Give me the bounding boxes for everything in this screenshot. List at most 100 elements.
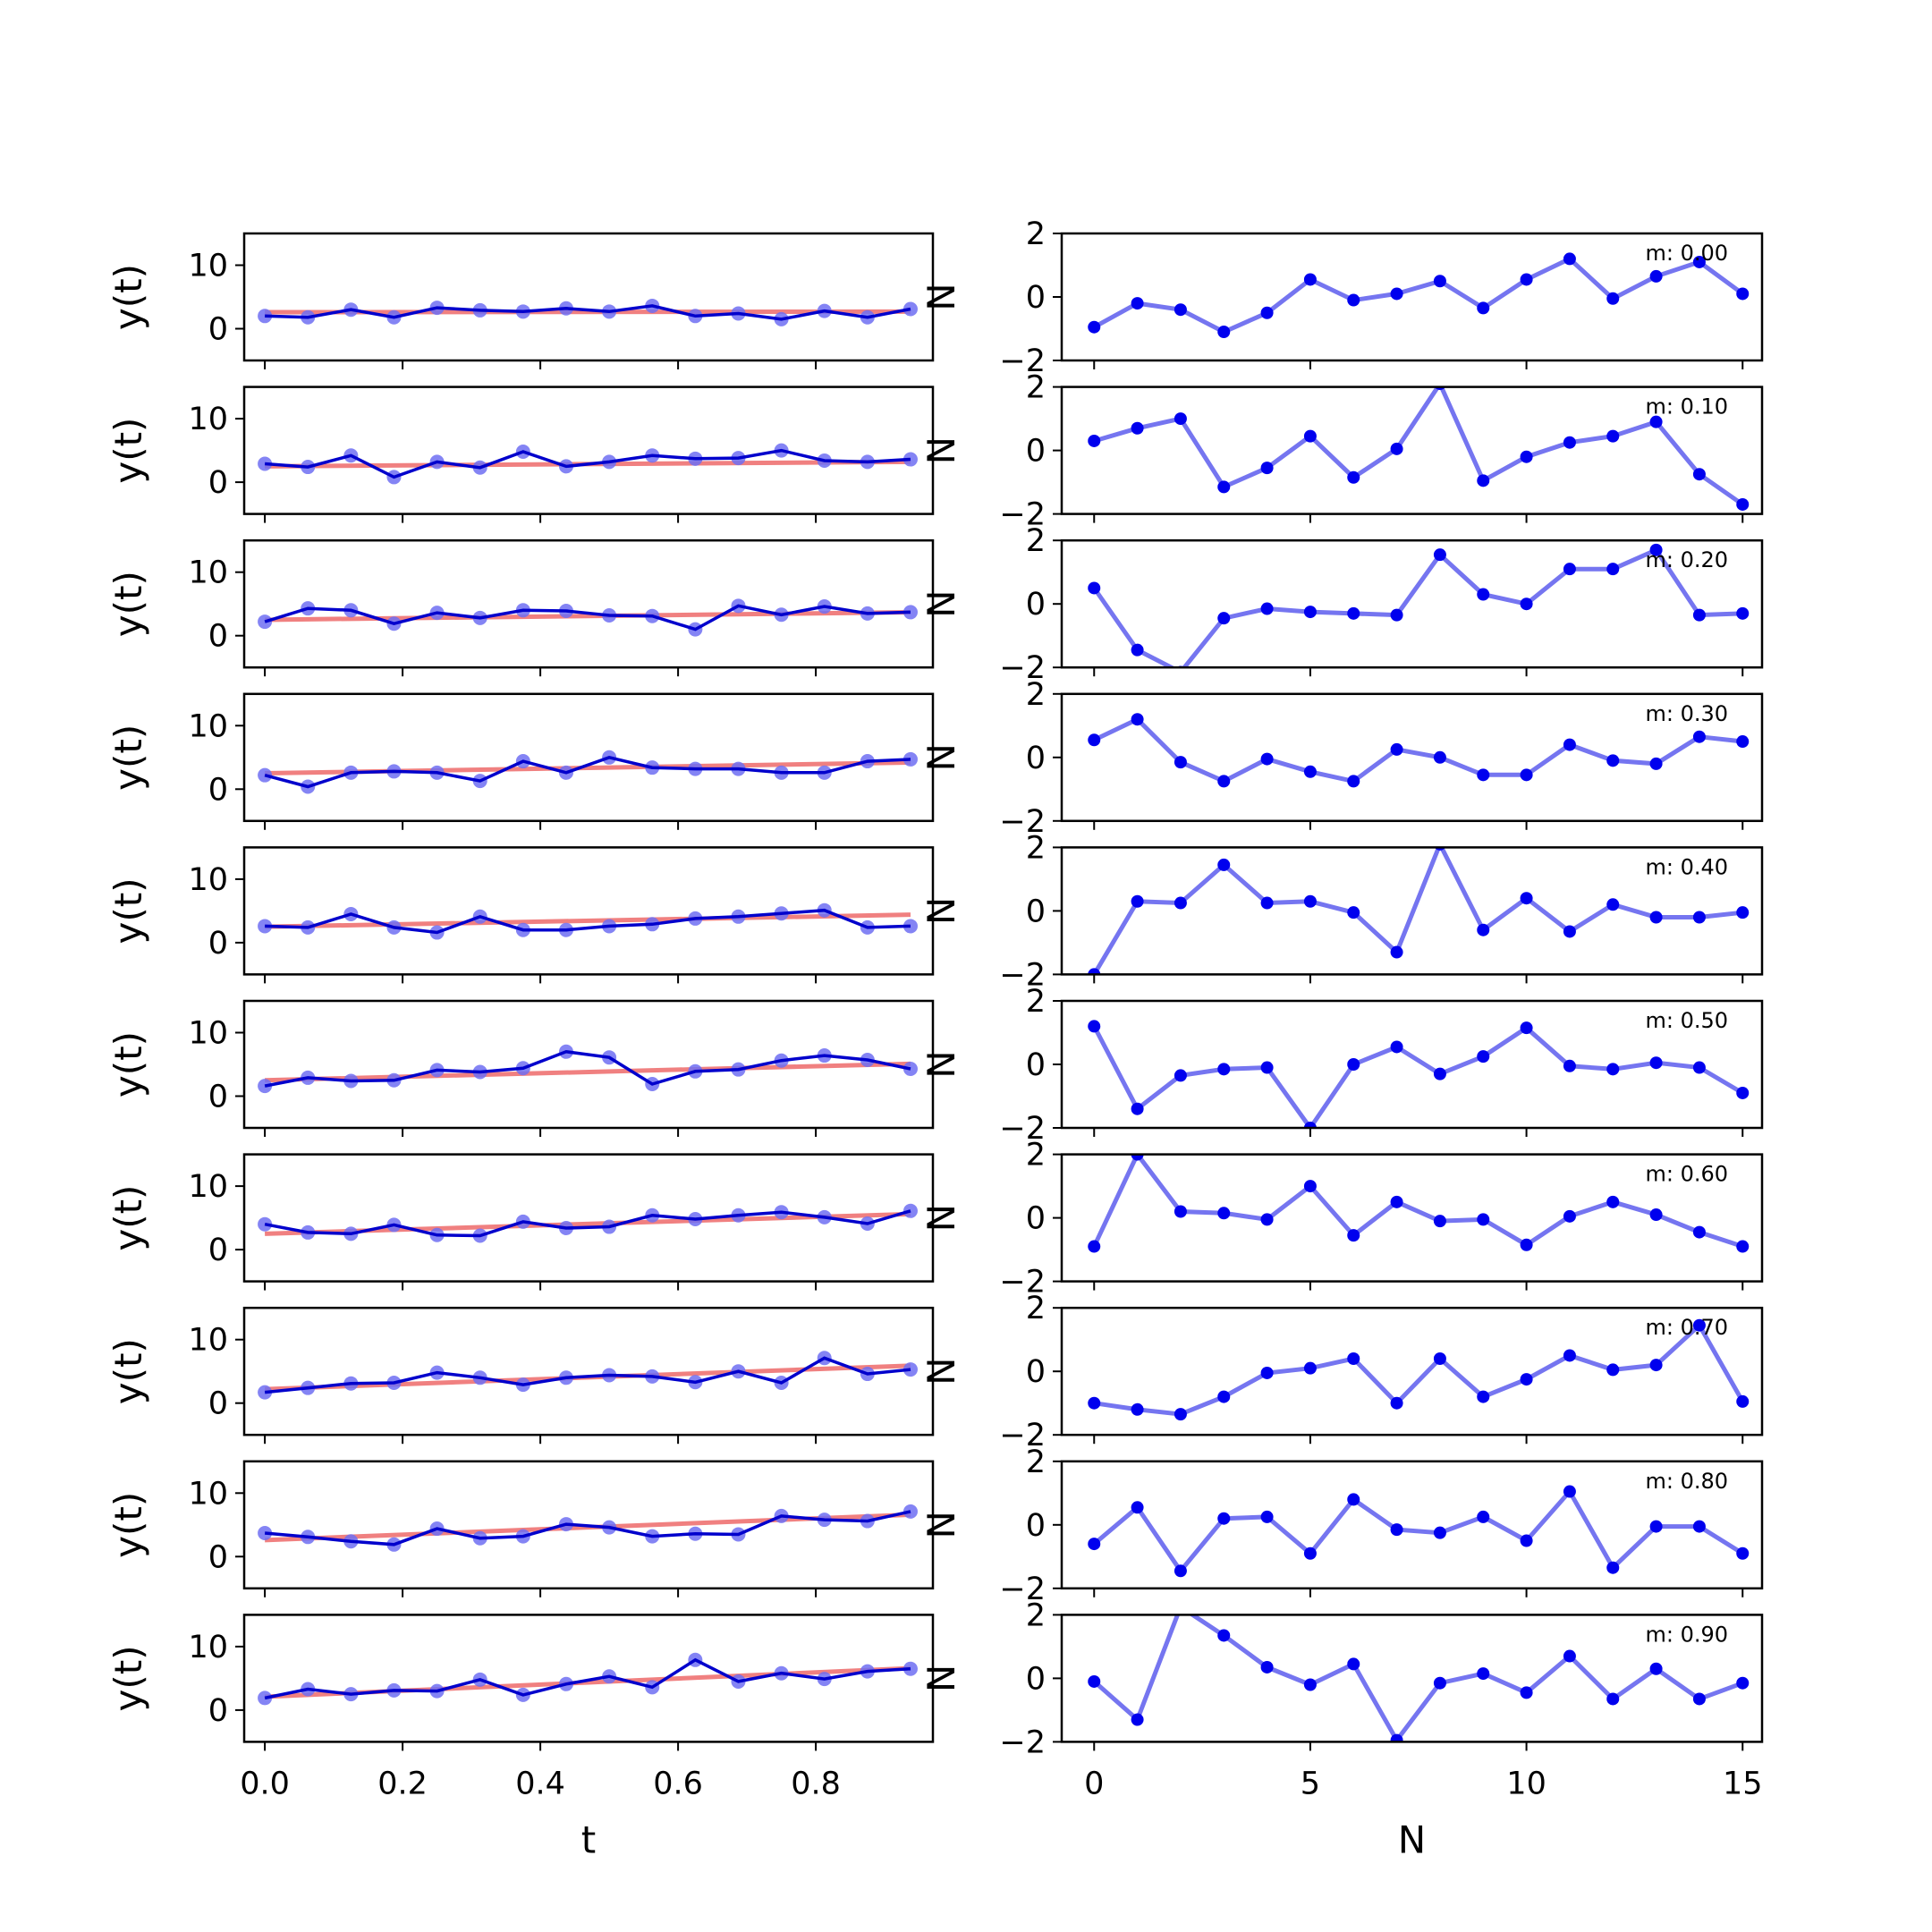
residual-point [1174,896,1187,910]
residual-point [1088,1020,1101,1033]
y-tick-label: 0 [208,1233,228,1268]
residual-point [1260,1366,1274,1379]
residual-point [1217,1512,1231,1525]
residual-point [1088,1538,1101,1551]
residual-point [1477,768,1490,782]
y-tick-label: −2 [999,497,1046,533]
residual-series-line [1092,1487,1744,1575]
y-tick-label: 10 [188,1630,228,1665]
residual-point [1606,1363,1620,1377]
residual-point [1606,429,1620,443]
residual-point [1606,754,1620,767]
residual-point [1736,497,1750,511]
y-tick-label: 0 [1026,1508,1046,1544]
residual-point [1131,1154,1144,1161]
observed-series-line [264,1356,911,1394]
y-tick-label: −2 [999,804,1046,840]
residual-point [1174,1205,1187,1218]
residual-point [1088,581,1101,595]
residual-point [1131,713,1144,726]
axes-frame [242,1460,935,1590]
residual-point [1606,292,1620,305]
residual-point [1736,606,1750,620]
y-tick-label: 0 [1026,434,1046,470]
residual-point [1260,752,1274,766]
axes-frame [242,1614,935,1743]
residual-point [1563,563,1576,576]
residual-point [1477,923,1490,936]
right-panel-6: m: 0.60 −2 0 2 N [919,1138,1764,1301]
axes-frame [242,1306,935,1436]
residual-point [1390,608,1403,622]
residual-point [1563,1649,1576,1663]
residual-point [1303,606,1317,619]
observed-series-line [264,1510,911,1546]
observed-series-line [264,448,911,479]
y-tick-label: 2 [1026,216,1046,252]
left-panel-4: 0 10 y(t) [106,846,935,984]
m-annotation: m: 0.60 [1645,1162,1728,1187]
left-panel-5: 0 10 y(t) [106,999,935,1137]
residual-point [1433,1352,1446,1365]
y-tick-label: 2 [1026,830,1046,866]
x-tick-label: 10 [1506,1766,1546,1801]
y-tick-label: 0 [1026,1354,1046,1390]
residual-point [1736,1394,1750,1408]
residual-point [1303,1122,1317,1128]
residual-point [1649,757,1663,770]
residual-point [1260,1660,1274,1674]
y-axis-label: y(t) [106,1645,150,1711]
fit-line [265,912,911,929]
y-tick-label: 0 [1026,741,1046,776]
residual-series-line [1093,256,1744,335]
residual-point [1174,412,1187,426]
residual-point [1692,730,1706,743]
y-tick-label: 10 [188,1169,228,1205]
axes-frame [242,692,935,823]
y-axis-label: y(t) [106,264,150,330]
residual-point [1174,303,1187,317]
residual-point [1692,1520,1706,1533]
residual-point [1477,588,1490,601]
residual-point [1563,925,1576,938]
y-tick-label: 0 [208,619,228,655]
left-panel-7: 0 10 y(t) [106,1306,935,1445]
m-annotation: m: 0.80 [1645,1469,1728,1494]
left-panel-8: 0 10 y(t) [106,1460,935,1597]
residual-point [1520,768,1533,782]
residual-point [1131,1501,1144,1514]
y-tick-label: 10 [188,555,228,591]
fit-line [265,1061,911,1083]
residual-point [1088,320,1101,334]
residual-series-line [1092,1614,1744,1742]
residual-point [1174,1564,1187,1578]
observation-point [258,1690,273,1706]
y-tick-label: 0 [208,926,228,962]
residual-point [1736,1676,1750,1690]
y-tick-label: 0 [208,1386,228,1422]
y-axis-label: N [919,589,963,617]
y-axis-label: y(t) [106,877,150,944]
residual-point [1088,968,1101,975]
residual-point [1520,1021,1533,1035]
observed-series-line [264,604,911,631]
residual-point [1477,474,1490,487]
y-axis-label: N [919,283,963,310]
residual-point [1303,1678,1317,1691]
y-tick-label: 0 [208,465,228,501]
right-panel-0: m: 0.00 −2 0 2 N [919,216,1764,379]
observed-series-line [265,304,911,321]
right-panel-8: m: 0.80 −2 0 2 N [919,1445,1764,1607]
residual-series-line [1092,1025,1744,1128]
residual-point [1736,906,1750,919]
y-tick-label: 0 [208,1539,228,1575]
y-axis-label: N [919,1665,963,1692]
residual-point [1520,1238,1533,1251]
residual-point [1477,1050,1490,1063]
residual-point [1390,442,1403,455]
left-panel-3: 0 10 y(t) [106,692,935,830]
left-panel-2: 0 10 y(t) [106,538,935,677]
residual-point [1260,1213,1274,1226]
right-panel-9: m: 0.90 −2 0 2 N [919,1597,1764,1760]
y-tick-label: 2 [1026,1597,1046,1633]
